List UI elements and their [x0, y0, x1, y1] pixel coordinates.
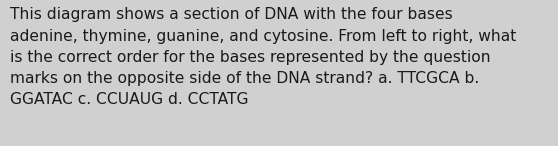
Text: This diagram shows a section of DNA with the four bases
adenine, thymine, guanin: This diagram shows a section of DNA with…: [10, 7, 516, 107]
